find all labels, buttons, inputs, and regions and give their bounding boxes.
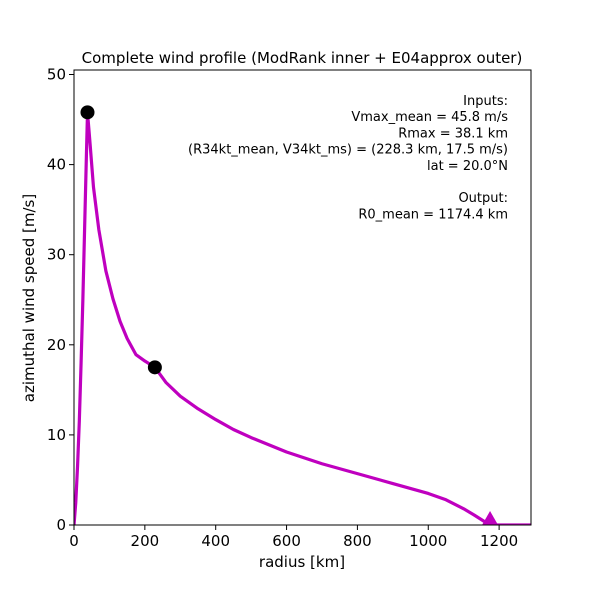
x-tick-label: 1000 — [409, 532, 447, 550]
annotation-line: Rmax = 38.1 km — [398, 126, 508, 141]
y-tick-label: 10 — [47, 426, 66, 444]
x-tick-label: 600 — [272, 532, 301, 550]
y-axis-label: azimuthal wind speed [m/s] — [20, 194, 38, 402]
y-tick-label: 30 — [47, 246, 66, 264]
x-tick-label: 200 — [131, 532, 160, 550]
chart-title: Complete wind profile (ModRank inner + E… — [82, 49, 523, 67]
r34kt-point — [147, 360, 162, 375]
y-tick-label: 50 — [47, 66, 66, 84]
x-tick-label: 1200 — [480, 532, 518, 550]
annotation-line: Inputs: — [463, 94, 508, 109]
y-tick-label: 40 — [47, 156, 66, 174]
annotation-line: R0_mean = 1174.4 km — [358, 207, 508, 222]
vmax-point — [80, 105, 95, 120]
annotation-line: lat = 20.0°N — [427, 159, 508, 174]
plot-frame — [73, 69, 532, 526]
ticks-layer: 0 200 400 600 800 1000 1200 0 10 20 30 40 50 — [47, 66, 518, 550]
r0-arrow-marker — [482, 511, 499, 525]
wind-profile-line — [74, 110, 531, 525]
x-tick-label: 400 — [201, 532, 230, 550]
annotation-line: Output: — [458, 191, 508, 206]
y-tick-label: 20 — [47, 336, 66, 354]
x-axis-label: radius [km] — [259, 553, 345, 571]
annotation-line: Vmax_mean = 45.8 m/s — [351, 110, 508, 125]
data-layer — [74, 105, 531, 525]
x-tick-label: 0 — [69, 532, 79, 550]
y-tick-label: 0 — [56, 516, 66, 534]
annotation-line: (R34kt_mean, V34kt_ms) = (228.3 km, 17.5… — [188, 143, 508, 158]
x-tick-label: 800 — [343, 532, 372, 550]
